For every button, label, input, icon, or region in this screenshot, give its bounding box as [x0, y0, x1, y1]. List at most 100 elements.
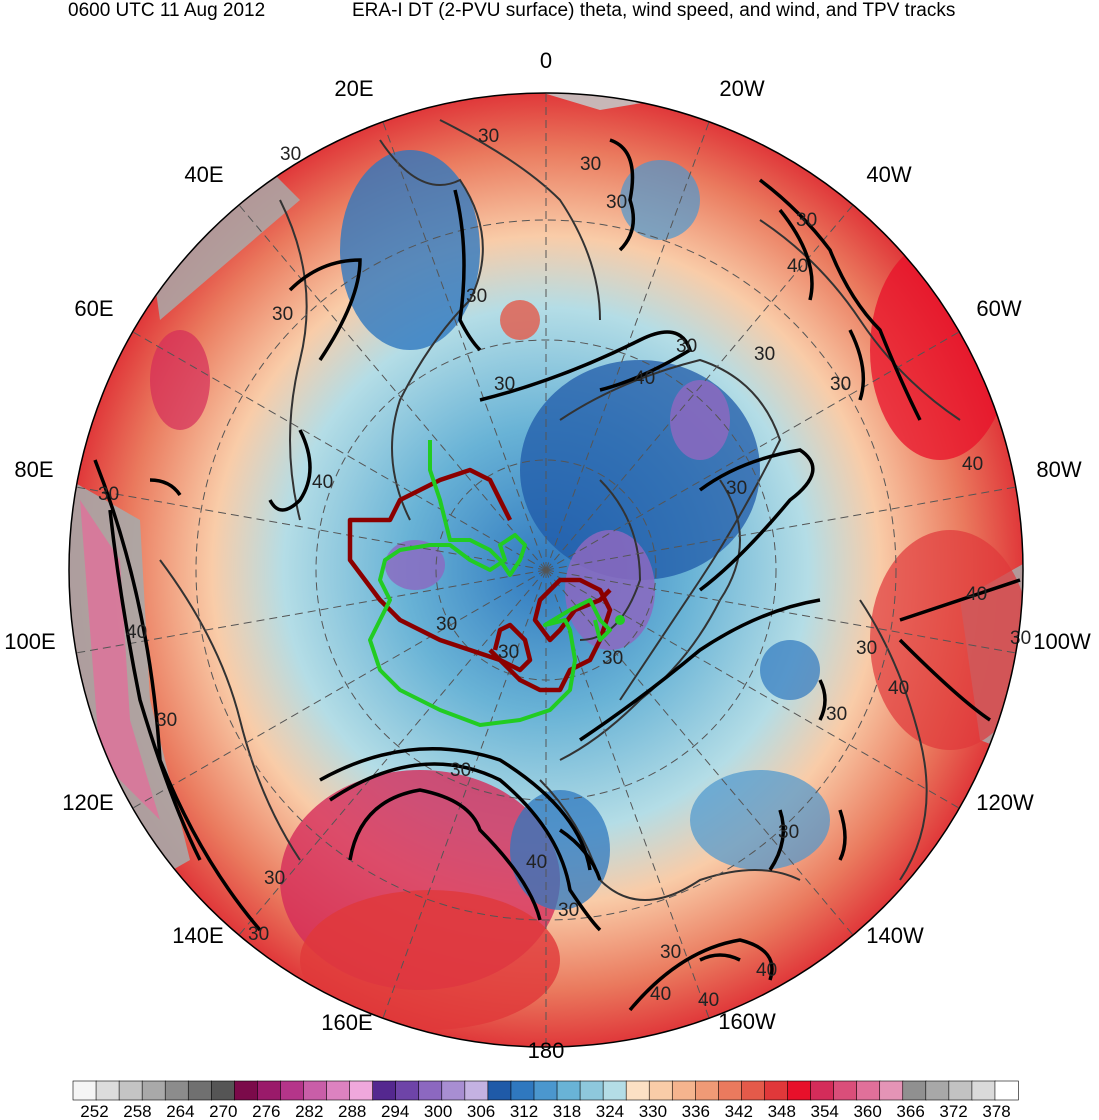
colorbar-tick-label: 318: [553, 1102, 581, 1120]
colorbar-swatch: [533, 1080, 558, 1101]
lon-label-140e: 140E: [172, 923, 223, 948]
colorbar-swatch: [856, 1080, 881, 1101]
colorbar-swatch: [257, 1080, 282, 1101]
contour-label: 30: [436, 614, 457, 635]
contour-label: 30: [498, 642, 519, 663]
colorbar-swatch: [303, 1080, 328, 1101]
colorbar-swatch: [556, 1080, 581, 1101]
colorbar-swatch: [280, 1080, 305, 1101]
colorbar-swatch: [879, 1080, 904, 1101]
contour-label: 40: [888, 678, 909, 699]
colorbar-swatch: [187, 1080, 212, 1101]
colorbar: 252 258 264 270 276 282 288 294 300 306 312 318 324 3…: [72, 1080, 1019, 1120]
colorbar-tick-label: 330: [639, 1102, 667, 1120]
contour-label: 30: [660, 942, 681, 963]
colorbar-tick-label: 342: [725, 1102, 753, 1120]
colorbar-swatch: [510, 1080, 535, 1101]
colorbar-tick-label: 252: [80, 1102, 108, 1120]
wind-speed-contours: [93, 138, 1021, 1012]
contour-label: 30: [248, 924, 269, 945]
colorbar-swatch: [625, 1080, 650, 1101]
colorbar-swatch: [418, 1080, 443, 1101]
colorbar-swatch: [141, 1080, 166, 1101]
colorbar-swatch: [695, 1080, 720, 1101]
contour-label: 40: [756, 960, 777, 981]
colorbar-swatch: [764, 1080, 789, 1101]
colorbar-swatch: [441, 1080, 466, 1101]
lon-label-140w: 140W: [866, 923, 924, 948]
contour-label: 30: [856, 638, 877, 659]
lon-label-80w: 80W: [1036, 457, 1081, 482]
contour-label: 40: [787, 256, 808, 277]
colorbar-swatch: [234, 1080, 259, 1101]
colorbar-swatch: [72, 1080, 97, 1101]
colorbar-swatch: [326, 1080, 351, 1101]
colorbar-swatch: [579, 1080, 604, 1101]
colorbar-swatch: [372, 1080, 397, 1101]
theta-field: [69, 93, 1023, 1047]
colorbar-swatch: [810, 1080, 835, 1101]
contour-label: 30: [796, 210, 817, 231]
lon-label-100w: 100W: [1033, 629, 1091, 654]
longitude-labels: 0 20W 40W 60W 80W 100W 120W 140W 160W 18…: [4, 48, 1091, 1063]
colorbar-swatch: [718, 1080, 743, 1101]
colorbar-swatch: [210, 1080, 236, 1101]
contour-label: 30: [606, 192, 627, 213]
colorbar-tick-label: 294: [381, 1102, 409, 1120]
lon-label-40e: 40E: [184, 162, 223, 187]
lon-label-180: 180: [528, 1038, 565, 1063]
colorbar-tick-label: 354: [811, 1102, 839, 1120]
lon-label-160w: 160W: [718, 1009, 776, 1034]
contour-label: 30: [726, 478, 747, 499]
contour-label: 30: [450, 760, 471, 781]
contour-label: 30: [478, 126, 499, 147]
tpv-track-green: [368, 440, 612, 727]
colorbar-swatch: [833, 1080, 858, 1101]
colorbar-tick-label: 258: [123, 1102, 151, 1120]
colorbar-tick-label: 306: [467, 1102, 495, 1120]
colorbar-swatch: [671, 1080, 697, 1101]
contour-label: 40: [650, 984, 671, 1005]
contour-label: 30: [280, 144, 301, 165]
colorbar-swatch: [994, 1080, 1019, 1101]
lon-label-160e: 160E: [321, 1010, 372, 1035]
tpv-track-dark-red: [347, 467, 613, 693]
contour-label: 40: [698, 990, 719, 1011]
colorbar-swatch: [164, 1080, 189, 1101]
colorbar-tick-label: 324: [596, 1102, 624, 1120]
colorbar-swatch: [787, 1080, 812, 1101]
colorbar-swatch: [948, 1080, 973, 1101]
contour-label: 30: [494, 374, 515, 395]
contour-label: 40: [126, 622, 147, 643]
colorbar-tick-label: 378: [982, 1102, 1010, 1120]
contour-label: 30: [466, 286, 487, 307]
contour-label: 30: [272, 304, 293, 325]
lon-label-100e: 100E: [4, 629, 55, 654]
colorbar-tick-label: 360: [853, 1102, 881, 1120]
colorbar-swatch: [902, 1080, 927, 1101]
colorbar-tick-label: 312: [510, 1102, 538, 1120]
contour-label: 30: [826, 704, 847, 725]
tpv-track-dark-red-secondary: [488, 622, 533, 673]
lon-label-120w: 120W: [976, 790, 1034, 815]
contour-label: 40: [526, 852, 547, 873]
colorbar-tick-label: 270: [209, 1102, 237, 1120]
colorbar-swatch: [487, 1080, 512, 1101]
contour-label: 30: [602, 648, 623, 669]
coastlines: [159, 119, 961, 901]
colorbar-swatch: [741, 1080, 766, 1101]
colorbar-swatch: [464, 1080, 489, 1101]
lon-label-60e: 60E: [74, 296, 113, 321]
map-boundary: [68, 92, 1024, 1048]
contour-label: 40: [962, 454, 983, 475]
contour-label: 30: [558, 900, 579, 921]
lon-label-0: 0: [540, 48, 552, 73]
colorbar-tick-label: 276: [252, 1102, 280, 1120]
contour-label: 30: [830, 374, 851, 395]
colorbar-swatch: [395, 1080, 420, 1101]
colorbar-tick-label: 264: [166, 1102, 194, 1120]
lon-label-20w: 20W: [719, 76, 764, 101]
contour-label: 30: [778, 822, 799, 843]
contour-label: 40: [312, 472, 333, 493]
colorbar-tick-label: 288: [338, 1102, 366, 1120]
